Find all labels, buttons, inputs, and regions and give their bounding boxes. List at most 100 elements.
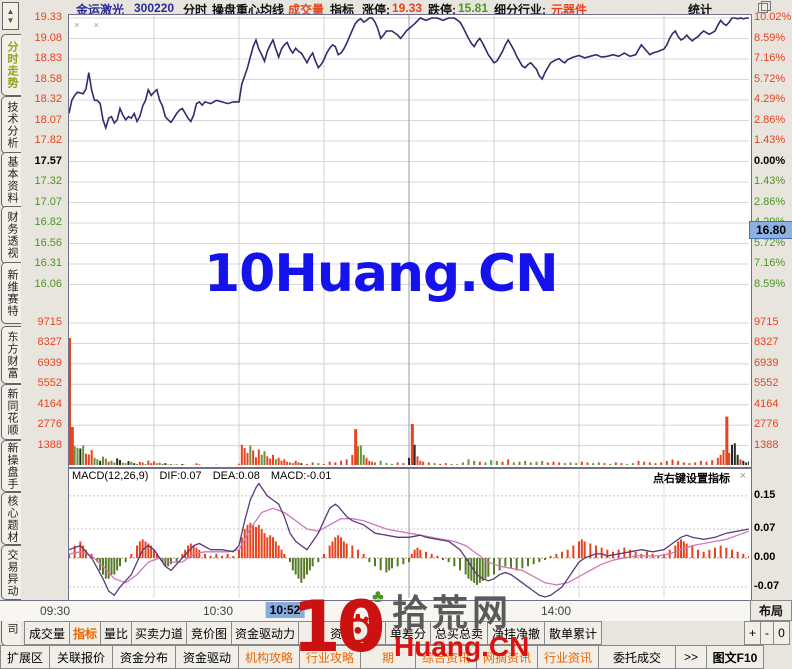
indicator-tab-1[interactable]: 成交量 bbox=[24, 621, 70, 645]
sidebar-tab-5[interactable]: 新维赛特 bbox=[1, 262, 21, 324]
sidebar-tab-9[interactable]: 核心题材 bbox=[1, 492, 21, 545]
info-tab-8[interactable]: 综合资讯 bbox=[415, 645, 477, 669]
sidebar-tab-8[interactable]: 新操盘手 bbox=[1, 440, 21, 492]
time-label: 10:30 bbox=[202, 604, 234, 618]
percent-axis-label: 10.02% bbox=[754, 11, 792, 23]
percent-axis-label: 2.86% bbox=[754, 113, 786, 126]
price-axis-label: 17.07 bbox=[34, 195, 62, 208]
expand-tabs-button[interactable]: >> bbox=[675, 645, 707, 669]
arrow-up-icon[interactable]: ▲ bbox=[6, 7, 15, 16]
indicator-tab-2[interactable]: 指标 bbox=[69, 621, 101, 645]
indicator-tab-5[interactable]: 竞价图 bbox=[186, 621, 232, 645]
info-tab-10[interactable]: 行业资讯 bbox=[537, 645, 599, 669]
sidebar-tab-3[interactable]: 基本资料 bbox=[1, 152, 21, 208]
limit-up-label: 涨停: bbox=[362, 3, 390, 17]
info-tab-5[interactable]: 机构攻略 bbox=[238, 645, 300, 669]
macd-value: MACD:-0.01 bbox=[270, 470, 332, 482]
volume-axis-label-left: 9715 bbox=[37, 316, 62, 328]
sidebar-tab-6[interactable]: 东方财富 bbox=[1, 326, 21, 384]
stock-name: 金运激光 bbox=[76, 3, 125, 17]
volume-axis-label-left: 2776 bbox=[37, 418, 62, 431]
info-tab-2[interactable]: 关联报价 bbox=[49, 645, 113, 669]
indicator-tab-row: 成交量 指标 量比 买卖力道 竞价图 资金驱动力 资金 单差分 总买总卖 净挂净撤 散单累计 bbox=[24, 621, 602, 645]
arrow-down-icon[interactable]: ▼ bbox=[6, 16, 15, 25]
macd-axis-label: 0.07 bbox=[754, 522, 776, 534]
price-axis-label: 18.32 bbox=[34, 93, 62, 105]
indicator-tab-7[interactable]: 资金 bbox=[298, 621, 386, 645]
percent-axis-label: 8.59% bbox=[754, 277, 786, 290]
sidebar-tab-2[interactable]: 技术分析 bbox=[1, 96, 21, 154]
percent-axis-label: 5.72% bbox=[754, 236, 786, 249]
volume-axis-label-right: 6939 bbox=[754, 356, 779, 369]
indicator-tab-3[interactable]: 量比 bbox=[100, 621, 132, 645]
view-mode-label[interactable]: 分时 bbox=[183, 3, 208, 17]
sidebar-tab-4[interactable]: 财务透视 bbox=[1, 206, 21, 264]
price-axis-label: 18.83 bbox=[34, 52, 62, 64]
limit-down-label: 跌停: bbox=[428, 3, 456, 17]
zoom-reset-button[interactable]: 0 bbox=[773, 621, 790, 645]
stats-button[interactable]: 统计 bbox=[688, 3, 713, 17]
percent-axis-label: 8.59% bbox=[754, 31, 786, 44]
layout-button[interactable]: 布局 bbox=[750, 600, 792, 621]
zoom-in-button[interactable]: + bbox=[744, 621, 761, 645]
indicator-tab-label[interactable]: 指标 bbox=[330, 3, 355, 17]
macd-formula: MACD(12,26,9) bbox=[72, 470, 149, 482]
price-axis-label: 16.56 bbox=[34, 236, 62, 249]
zoom-out-button[interactable]: - bbox=[760, 621, 774, 645]
volume-axis-label-left: 6939 bbox=[37, 356, 62, 369]
limit-up-value: 19.33 bbox=[392, 1, 423, 15]
indicator-tab-4[interactable]: 买卖力道 bbox=[131, 621, 187, 645]
indicator-tab-10[interactable]: 净挂净撤 bbox=[487, 621, 545, 645]
macd-axis-label: -0.07 bbox=[754, 580, 780, 592]
price-axis-label: 17.82 bbox=[34, 134, 62, 146]
percent-axis-label: 0.00% bbox=[754, 154, 786, 167]
restore-window-icon[interactable] bbox=[758, 1, 771, 13]
sidebar-tab-1[interactable]: 分时走势 bbox=[1, 34, 21, 96]
volume-axis-label-right: 5552 bbox=[754, 377, 779, 390]
info-tab-11[interactable]: 委托成交 bbox=[598, 645, 676, 669]
time-label: 09:30 bbox=[39, 604, 71, 618]
volume-axis-label-left: 4164 bbox=[37, 397, 62, 410]
close-icon[interactable]: × bbox=[739, 470, 746, 482]
logo-domain-text: Huang.CN bbox=[394, 631, 530, 662]
info-tab-1[interactable]: 扩展区 bbox=[0, 645, 50, 669]
price-volume-pane[interactable] bbox=[68, 14, 752, 468]
industry-value[interactable]: 元器件 bbox=[551, 3, 588, 17]
f10-button[interactable]: 图文F10 bbox=[706, 645, 764, 669]
indicator-tab-8[interactable]: 单差分 bbox=[385, 621, 431, 645]
cursor-price-badge: 16.80 bbox=[749, 221, 792, 239]
volume-axis-label-left: 8327 bbox=[37, 336, 62, 349]
macd-settings-hint[interactable]: 点右键设置指标 bbox=[653, 473, 730, 485]
zoom-controls: + -0 bbox=[744, 621, 792, 645]
info-tab-4[interactable]: 资金驱动 bbox=[175, 645, 239, 669]
site-logo: 10 ⚙ ♣ 拾荒网 Huang.CN bbox=[292, 586, 532, 669]
percent-axis-label: 2.86% bbox=[754, 195, 786, 208]
sidebar-tab-10[interactable]: 交易异动 bbox=[1, 545, 21, 600]
percent-axis-label: 1.43% bbox=[754, 134, 786, 146]
info-tab-3[interactable]: 资金分布 bbox=[112, 645, 176, 669]
indicator-tab-11[interactable]: 散单累计 bbox=[544, 621, 602, 645]
sidebar-tab-7[interactable]: 新同花顺 bbox=[1, 384, 21, 440]
volume-axis-label-right: 4164 bbox=[754, 397, 779, 410]
percent-axis-label: 7.16% bbox=[754, 257, 786, 269]
watermark-text: 10Huang.CN bbox=[204, 244, 559, 304]
sidebar-scroll-spinner[interactable]: ▲ ▼ bbox=[2, 2, 19, 30]
macd-header: MACD(12,26,9) DIF:0.07 DEA:0.08 MACD:-0.… bbox=[72, 470, 748, 485]
time-label: 14:00 bbox=[540, 604, 572, 618]
logo-number-text: 10 bbox=[292, 586, 385, 668]
avg-line-label[interactable]: 操盘重心均线 bbox=[212, 3, 285, 17]
price-axis-label: 16.06 bbox=[34, 277, 62, 290]
limit-down-value: 15.81 bbox=[458, 1, 489, 15]
macd-pane[interactable] bbox=[68, 468, 752, 601]
price-axis-label: 18.58 bbox=[34, 72, 62, 85]
volume-axis-label-right: 9715 bbox=[754, 316, 779, 328]
price-axis-label: 19.08 bbox=[34, 31, 62, 44]
gear-icon: ⚙ bbox=[338, 607, 378, 656]
indicator-tab-6[interactable]: 资金驱动力 bbox=[231, 621, 299, 645]
macd-axis-label: 0.00 bbox=[754, 551, 776, 563]
volume-axis-label-right: 8327 bbox=[754, 336, 779, 349]
volume-axis-label-left: 1388 bbox=[37, 438, 62, 451]
price-axis-label: 18.07 bbox=[34, 113, 62, 126]
volume-tab-label[interactable]: 成交量 bbox=[288, 3, 325, 17]
